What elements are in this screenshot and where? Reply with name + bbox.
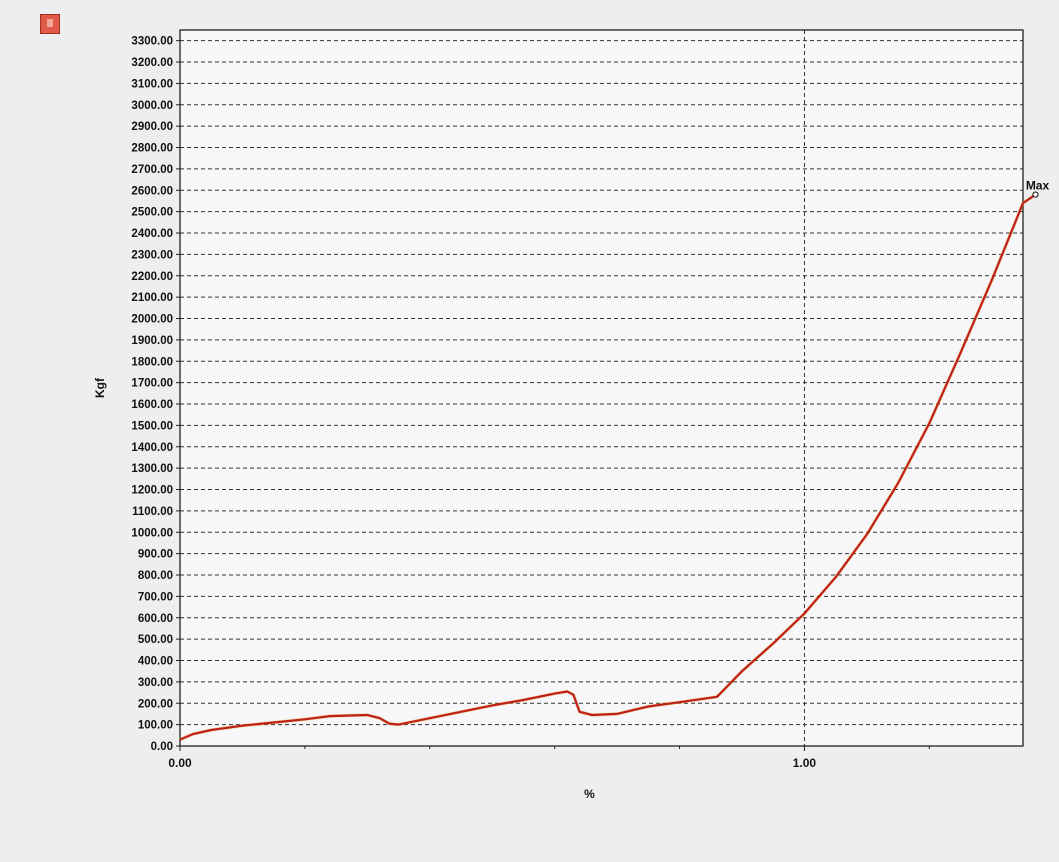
y-tick-label: 1500.00 — [131, 420, 173, 432]
y-tick-label: 2200.00 — [131, 271, 173, 283]
y-tick-label: 1300.00 — [131, 463, 173, 475]
max-point-marker — [1032, 191, 1039, 198]
x-tick-label: 1.00 — [793, 756, 817, 770]
y-tick-label: 700.00 — [138, 591, 173, 603]
y-tick-label: 1700.00 — [131, 378, 173, 390]
y-tick-label: 2900.00 — [131, 121, 173, 133]
x-axis-label: % — [584, 787, 595, 801]
y-tick-label: 2700.00 — [131, 164, 173, 176]
y-tick-label: 3000.00 — [131, 100, 173, 112]
y-tick-label: 1000.00 — [131, 527, 173, 539]
y-tick-label: 500.00 — [138, 634, 173, 646]
y-tick-label: 2500.00 — [131, 207, 173, 219]
y-tick-label: 2000.00 — [131, 314, 173, 326]
y-tick-label: 2600.00 — [131, 185, 173, 197]
y-tick-label: 2100.00 — [131, 292, 173, 304]
y-tick-label: 1800.00 — [131, 356, 173, 368]
y-tick-label: 1100.00 — [132, 506, 173, 518]
y-tick-label: 1600.00 — [131, 399, 173, 411]
y-tick-label: 100.00 — [138, 720, 173, 732]
y-tick-label: 300.00 — [138, 677, 173, 689]
y-tick-label: 600.00 — [138, 613, 173, 625]
y-tick-label: 2300.00 — [131, 249, 173, 261]
y-tick-label: 900.00 — [138, 549, 173, 561]
x-tick-label: 0.00 — [168, 756, 192, 770]
y-tick-label: 800.00 — [138, 570, 173, 582]
y-tick-label: 1900.00 — [131, 335, 173, 347]
series-line — [179, 193, 1037, 741]
y-tick-label: 0.00 — [151, 741, 173, 753]
y-tick-label: 200.00 — [138, 698, 173, 710]
y-tick-label: 3100.00 — [131, 78, 173, 90]
y-tick-label: 3200.00 — [131, 57, 173, 69]
max-annotation-label: Max — [1026, 179, 1050, 193]
plot-frame — [179, 29, 1024, 747]
y-axis-label: Kgf — [93, 377, 107, 398]
y-tick-label: 1200.00 — [131, 485, 173, 497]
y-tick-label: 400.00 — [138, 656, 173, 668]
plot-area — [180, 30, 1023, 746]
y-tick-label: 1400.00 — [131, 442, 173, 454]
y-tick-label: 3300.00 — [131, 36, 173, 48]
y-tick-label: 2800.00 — [131, 143, 173, 155]
app-window-icon[interactable] — [40, 14, 60, 34]
y-tick-label: 2400.00 — [131, 228, 173, 240]
